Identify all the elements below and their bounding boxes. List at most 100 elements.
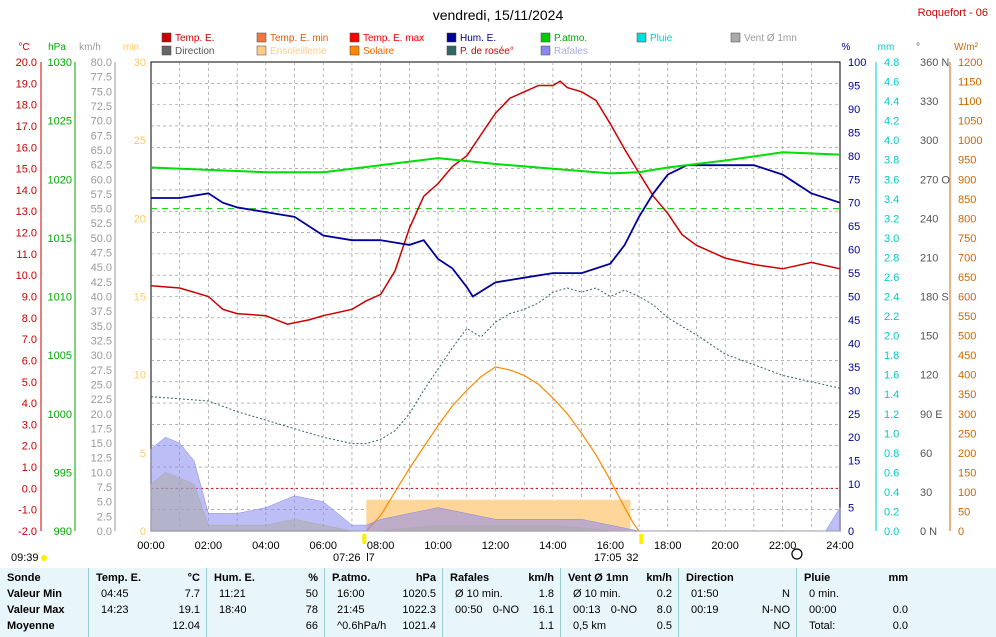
solar-tick: 400 <box>958 370 976 382</box>
stats-unit: km/h <box>646 572 672 584</box>
time-tick: 14:00 <box>539 540 567 552</box>
pressure-tick: 1000 <box>48 409 72 421</box>
stats-col-patmo: P.atmo. hPa 16:00 1020.5 21:45 1022.3 ^0.6hPa/… <box>324 568 443 637</box>
solar-tick: 900 <box>958 174 976 186</box>
stats-cell-value: 66 <box>305 620 318 632</box>
stats-unit: % <box>308 572 318 584</box>
stats-cell-time: 14:23 <box>101 604 129 616</box>
pressure-tick: 1030 <box>48 57 72 69</box>
sun-markers: 09:39 07:26 l7 17:05 32 <box>11 534 803 564</box>
solar-tick: 100 <box>958 487 976 499</box>
pressure-tick: 1005 <box>48 350 72 362</box>
rain-tick: 2.6 <box>884 272 899 284</box>
solar-tick: 350 <box>958 389 976 401</box>
time-tick: 00:00 <box>137 540 165 552</box>
stats-cell-value: NO <box>773 620 791 632</box>
stats-cell-value: 78 <box>305 604 318 616</box>
stats-col-vent: Vent Ø 1mn km/h Ø 10 min. 0.2 00:13 0-NO 8.0 0,… <box>560 568 679 637</box>
wind-tick: 0.0 <box>97 526 112 538</box>
rain-tick: 0.8 <box>884 448 899 460</box>
humidity-tick: 35 <box>848 362 860 374</box>
wind-tick: 32.5 <box>91 335 112 347</box>
humidity-tick: 65 <box>848 221 860 233</box>
rain-tick: 3.8 <box>884 155 899 167</box>
stats-header: Direction <box>686 572 734 584</box>
humidity-tick: 50 <box>848 292 860 304</box>
time-tick: 02:00 <box>195 540 223 552</box>
wind-tick: 22.5 <box>91 394 112 406</box>
humidity-tick: 30 <box>848 385 860 397</box>
direction-tick: 60 <box>920 448 932 460</box>
legend: Temp. E. Temp. E. min Temp. E. max Hum. E. P… <box>161 32 797 57</box>
stats-cell-value: N-NO <box>761 604 790 616</box>
solar-tick: 0 <box>958 526 964 538</box>
humidity-tick: 75 <box>848 174 860 186</box>
legend-swatch <box>446 45 457 56</box>
stats-cell-time: 01:50 <box>691 588 719 600</box>
legend-swatch <box>161 45 172 56</box>
wind-tick: 5.0 <box>97 497 112 509</box>
stats-cell-value: 0.0 <box>892 620 908 632</box>
time-tick: 20:00 <box>711 540 739 552</box>
minutes-tick: 0 <box>140 526 146 538</box>
series-layer <box>150 80 841 532</box>
humidity-tick: 0 <box>848 526 854 538</box>
stats-cell-time: 00:00 <box>809 604 837 616</box>
humidity-tick: 55 <box>848 268 860 280</box>
station-name: Roquefort - 06 <box>918 7 988 19</box>
stats-cell-value: 50 <box>305 588 318 600</box>
rain-tick: 0.4 <box>884 487 899 499</box>
stats-cell-time: ^0.6hPa/h <box>337 620 387 632</box>
temp-tick: 8.0 <box>22 313 37 325</box>
stats-cell-time: 18:40 <box>219 604 247 616</box>
temp-tick: 5.0 <box>22 377 37 389</box>
stats-cell-value: N <box>782 588 790 600</box>
stats-cell-value: 7.7 <box>184 588 200 600</box>
legend-label: Hum. E. <box>460 33 496 44</box>
stats-header: Pluie <box>804 572 831 584</box>
minutes-tick: 10 <box>134 370 146 382</box>
legend-label: Solaire <box>363 46 395 57</box>
pressure-tick: 1010 <box>48 292 72 304</box>
time-tick: 18:00 <box>654 540 682 552</box>
humidity-tick: 45 <box>848 315 860 327</box>
stats-unit: mm <box>888 572 908 584</box>
legend-swatch <box>349 45 360 56</box>
temp-tick: 13.0 <box>16 206 37 218</box>
sunrise-time: 07:26 <box>333 552 361 564</box>
stats-col-sonde: Sonde Valeur Min Valeur Max Moyenne <box>0 568 88 637</box>
pressure-tick: 1025 <box>48 116 72 128</box>
direction-tick: 330 <box>920 96 938 108</box>
legend-swatch <box>446 32 457 43</box>
wind-tick: 50.0 <box>91 233 112 245</box>
axis-unit-minutes: min <box>123 42 139 53</box>
humidity-tick: 85 <box>848 127 860 139</box>
solar-tick: 150 <box>958 467 976 479</box>
weather-chart: vendredi, 15/11/2024 Roquefort - 06 Temp… <box>11 7 988 564</box>
rain-tick: 0.6 <box>884 467 899 479</box>
time-tick: 04:00 <box>252 540 280 552</box>
rain-tick: 1.4 <box>884 389 899 401</box>
solar-tick: 450 <box>958 350 976 362</box>
rain-tick: 4.6 <box>884 77 899 89</box>
stats-cell-value: 0.0 <box>892 604 908 616</box>
stats-cell-value: 1.1 <box>538 620 554 632</box>
series-line-pderose <box>150 287 841 445</box>
legend-swatch <box>161 32 172 43</box>
minutes-tick: 15 <box>134 292 146 304</box>
rain-tick: 2.8 <box>884 252 899 264</box>
stats-col-direction: Direction 01:50 N 00:19 N-NO NO <box>678 568 797 637</box>
stats-cell-time: 16:00 <box>337 588 365 600</box>
wind-tick: 12.5 <box>91 453 112 465</box>
legend-swatch <box>636 32 647 43</box>
stats-cell-time: 00:13 <box>573 604 601 616</box>
stats-cell-value: 19.1 <box>178 604 200 616</box>
humidity-tick: 40 <box>848 338 860 350</box>
legend-label: Temp. E. <box>175 33 214 44</box>
legend-label: Temp. E. min <box>270 33 328 44</box>
legend-swatch <box>540 45 551 56</box>
time-tick: 22:00 <box>769 540 797 552</box>
stats-cell-dir: 0-NO <box>492 604 519 616</box>
solar-tick: 600 <box>958 292 976 304</box>
time-tick: 08:00 <box>367 540 395 552</box>
